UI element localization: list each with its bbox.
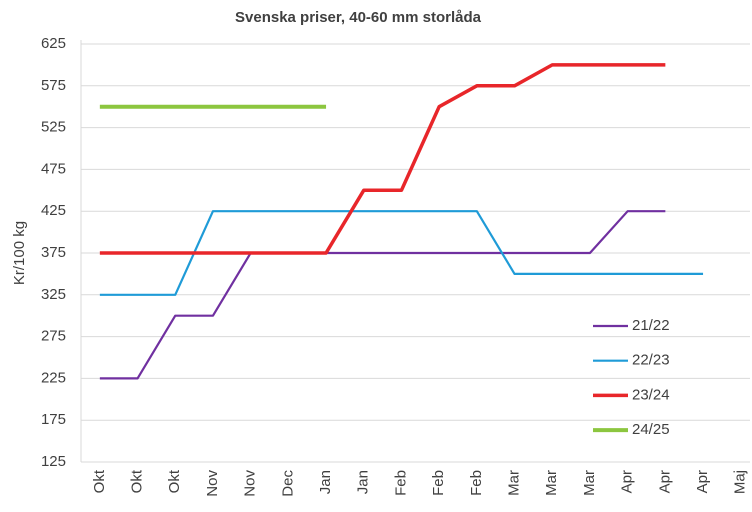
x-tick-label: Nov bbox=[242, 470, 259, 497]
x-tick-label: Jan bbox=[317, 470, 334, 494]
y-tick-label: 225 bbox=[41, 369, 66, 386]
y-tick-label: 175 bbox=[41, 411, 66, 428]
x-tick-label: Feb bbox=[392, 470, 409, 496]
x-tick-label: Mar bbox=[543, 470, 560, 496]
x-tick-label: Apr bbox=[656, 470, 673, 493]
legend-label: 24/25 bbox=[632, 421, 670, 438]
x-tick-label: Okt bbox=[129, 469, 146, 493]
series-line bbox=[99, 210, 666, 380]
chart-title: Svenska priser, 40-60 mm storlåda bbox=[235, 9, 482, 26]
y-axis-label: Kr/100 kg bbox=[11, 221, 28, 285]
x-tick-label: Feb bbox=[430, 470, 447, 496]
y-tick-label: 125 bbox=[41, 453, 66, 470]
y-tick-label: 275 bbox=[41, 328, 66, 345]
y-tick-label: 575 bbox=[41, 77, 66, 94]
x-tick-label: Mar bbox=[581, 470, 598, 496]
legend-label: 22/23 bbox=[632, 352, 670, 369]
x-tick-label: Okt bbox=[166, 469, 183, 493]
x-tick-label: Jan bbox=[355, 470, 372, 494]
series-line bbox=[99, 63, 666, 255]
x-tick-label: Apr bbox=[694, 470, 711, 493]
legend-label: 21/22 bbox=[632, 317, 670, 334]
x-tick-label: Feb bbox=[468, 470, 485, 496]
y-tick-label: 375 bbox=[41, 244, 66, 261]
legend-label: 23/24 bbox=[632, 386, 670, 403]
y-tick-label: 325 bbox=[41, 286, 66, 303]
x-tick-label: Maj bbox=[732, 470, 749, 494]
x-tick-label: Nov bbox=[204, 470, 221, 497]
y-tick-label: 425 bbox=[41, 202, 66, 219]
y-tick-label: 625 bbox=[41, 35, 66, 52]
y-tick-label: 525 bbox=[41, 119, 66, 136]
x-tick-label: Dec bbox=[279, 470, 296, 497]
x-tick-label: Mar bbox=[506, 470, 523, 496]
series-line bbox=[99, 210, 704, 296]
x-tick-label: Apr bbox=[619, 470, 636, 493]
x-tick-label: Okt bbox=[91, 469, 108, 493]
y-tick-label: 475 bbox=[41, 160, 66, 177]
